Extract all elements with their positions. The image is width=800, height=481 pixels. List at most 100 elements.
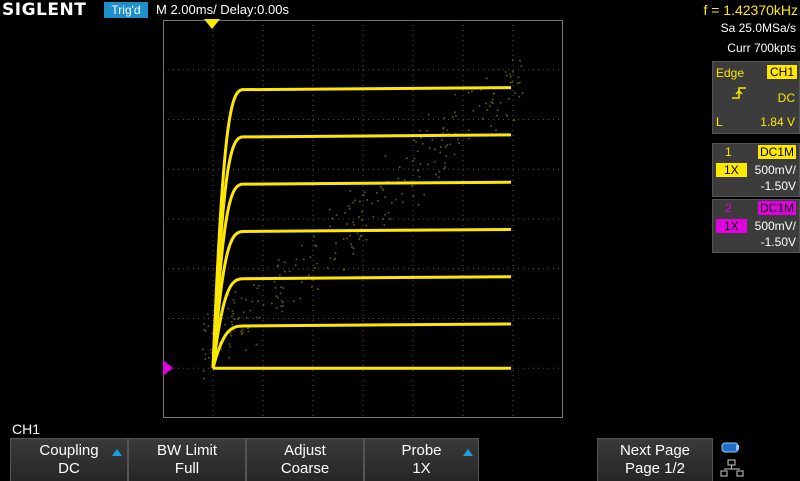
scatter-point	[413, 157, 416, 160]
scatter-point	[209, 348, 212, 351]
scatter-point	[362, 194, 365, 197]
scatter-point	[384, 154, 387, 157]
scatter-point	[220, 348, 223, 351]
scatter-point	[279, 292, 282, 295]
scatter-point	[274, 286, 277, 289]
adjust-softkey[interactable]: Adjust Coarse	[246, 438, 364, 481]
trigger-position-marker-icon[interactable]	[204, 19, 220, 29]
scatter-point	[384, 196, 387, 199]
ch2-offset-marker-icon[interactable]	[163, 360, 173, 376]
timebase-readout[interactable]: M 2.00ms/ Delay:0.00s	[156, 2, 289, 17]
scatter-point	[499, 101, 502, 104]
scatter-point	[486, 109, 489, 112]
scatter-point	[481, 117, 484, 120]
scatter-point	[328, 225, 331, 228]
scatter-point	[401, 192, 404, 195]
scatter-point	[496, 114, 499, 117]
softkey-label: BW Limit	[157, 442, 217, 459]
scatter-point	[401, 201, 404, 204]
scatter-point	[427, 113, 430, 116]
scatter-point	[394, 198, 397, 201]
scatter-point	[275, 307, 278, 310]
scatter-point	[233, 301, 236, 304]
scatter-point	[240, 333, 243, 336]
scatter-point	[228, 342, 231, 345]
scatter-point	[381, 187, 384, 190]
scatter-point	[240, 330, 243, 333]
scatter-point	[284, 261, 287, 264]
scatter-point	[258, 284, 261, 287]
scatter-point	[344, 211, 347, 214]
scatter-point	[283, 270, 286, 273]
scatter-point	[419, 163, 422, 166]
scatter-point	[451, 116, 454, 119]
scatter-point	[251, 300, 254, 303]
scatter-point	[328, 208, 331, 211]
scatter-point	[496, 109, 499, 112]
scatter-point	[233, 318, 236, 321]
scatter-point	[258, 316, 261, 319]
scatter-point	[518, 95, 521, 98]
next-page-softkey[interactable]: Next Page Page 1/2	[597, 438, 713, 481]
iv-curve-traces	[211, 86, 512, 370]
softkey-label: Adjust	[284, 442, 326, 459]
scatter-point	[229, 345, 232, 348]
scatter-point	[358, 200, 361, 203]
scatter-point	[516, 82, 519, 85]
scatter-point	[363, 191, 366, 194]
coupling-softkey[interactable]: Coupling DC	[10, 438, 128, 481]
scatter-point	[383, 224, 386, 227]
scatter-point	[352, 223, 355, 226]
scatter-point	[442, 132, 445, 135]
knob-arrow-icon	[463, 449, 473, 456]
scatter-point	[519, 59, 521, 62]
scatter-point	[444, 166, 447, 168]
scatter-point	[211, 332, 214, 335]
scatter-point	[210, 352, 213, 355]
top-status-bar: SIGLENT Trig'd M 2.00ms/ Delay:0.00s f =…	[0, 0, 800, 20]
scatter-point	[262, 303, 265, 306]
scatter-point	[509, 73, 511, 76]
scatter-point	[335, 242, 337, 245]
scatter-point	[454, 93, 456, 96]
scatter-point	[507, 97, 510, 100]
scatter-point	[273, 280, 276, 283]
scatter-point	[467, 137, 470, 140]
scatter-point	[410, 185, 413, 187]
scatter-point	[255, 343, 258, 346]
probe-softkey[interactable]: Probe 1X	[364, 438, 479, 481]
scatter-point	[495, 129, 497, 132]
scatter-point	[307, 274, 310, 277]
scatter-point	[484, 102, 487, 105]
scatter-point	[506, 115, 508, 117]
trigger-panel[interactable]: Edge CH1 DC L 1.84 V	[712, 61, 800, 134]
iv-curve	[211, 322, 512, 369]
scatter-point	[366, 199, 369, 201]
trigger-status-badge: Trig'd	[104, 2, 148, 18]
scatter-point	[348, 205, 350, 208]
scatter-point	[202, 369, 205, 372]
trigger-source: CH1	[767, 65, 798, 79]
scatter-point	[275, 295, 278, 298]
scatter-point	[518, 81, 521, 84]
ch1-offset: -1.50V	[760, 179, 796, 193]
scatter-point	[437, 176, 440, 179]
scatter-point	[232, 298, 235, 301]
channel2-panel[interactable]: 2 DC1M 1X 500mV/ -1.50V	[712, 199, 800, 253]
channel1-panel[interactable]: 1 DC1M 1X 500mV/ -1.50V	[712, 143, 800, 197]
ch2-offset: -1.50V	[760, 235, 796, 249]
scatter-point	[346, 237, 349, 240]
scatter-point	[358, 215, 361, 218]
softkey-value: DC	[58, 460, 80, 477]
scatter-point	[245, 317, 248, 319]
scatter-point	[427, 163, 430, 166]
bw-limit-softkey[interactable]: BW Limit Full	[128, 438, 246, 481]
scatter-point	[352, 201, 355, 204]
scatter-point	[445, 155, 448, 157]
scatter-point	[231, 310, 234, 312]
ch1-number: 1	[725, 145, 732, 159]
frequency-counter: f = 1.42370kHz	[703, 2, 798, 18]
scatter-point	[354, 199, 357, 202]
scatter-point	[203, 377, 206, 380]
scatter-point	[276, 265, 279, 268]
